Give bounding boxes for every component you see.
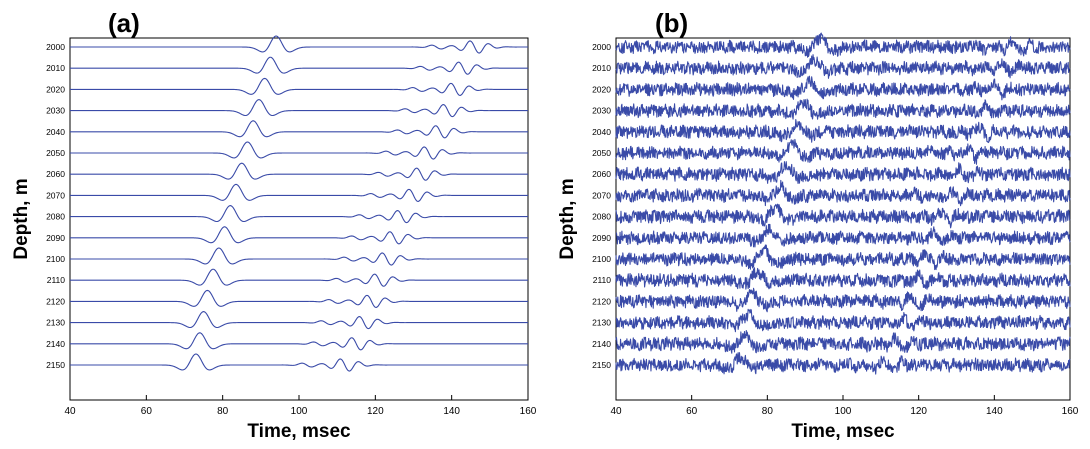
trace-2050: [615, 138, 1071, 165]
depth-label-2060: 2060: [46, 169, 65, 179]
x-tick-label-120: 120: [910, 406, 927, 417]
x-tick-label-60: 60: [141, 406, 153, 417]
depth-label-2070: 2070: [592, 190, 611, 200]
depth-label-2070: 2070: [46, 190, 65, 200]
depth-label-2050: 2050: [46, 148, 65, 158]
depth-label-2120: 2120: [592, 296, 611, 306]
panel-b-depth-labels: 2000 2010 2020 2030 2040 2050 2060 2070 2080 2090…: [592, 42, 611, 370]
trace-2100: [615, 244, 1071, 271]
trace-2010: [615, 54, 1071, 79]
trace-2060: [615, 161, 1071, 184]
trace-2090: [615, 223, 1071, 248]
x-tick-label-80: 80: [217, 406, 229, 417]
depth-label-2100: 2100: [46, 254, 65, 264]
trace-2090: [70, 226, 528, 245]
panel-a-letter: (a): [108, 8, 140, 38]
panel-b-chart: (b) 2000 2010 2020 2030 2040 2050 2060 2070 2080…: [557, 8, 1079, 442]
trace-2080: [70, 205, 528, 224]
panel-b-letter: (b): [655, 8, 688, 38]
x-tick-label-160: 160: [1062, 406, 1079, 417]
trace-2100: [70, 247, 528, 266]
trace-2040: [615, 118, 1071, 144]
depth-label-2140: 2140: [46, 339, 65, 349]
x-tick-label-120: 120: [367, 406, 384, 417]
trace-2130: [70, 311, 528, 330]
panel-a-y-axis-label: Depth, m: [11, 178, 32, 259]
trace-2140: [615, 329, 1071, 354]
panel-a-traces: [70, 35, 528, 372]
depth-label-2020: 2020: [46, 84, 65, 94]
depth-label-2130: 2130: [46, 318, 65, 328]
panel-b-traces: [615, 32, 1071, 375]
depth-label-2010: 2010: [592, 63, 611, 73]
depth-label-2000: 2000: [46, 42, 65, 52]
trace-2140: [70, 332, 528, 351]
trace-2010: [70, 56, 528, 75]
trace-2120: [615, 287, 1071, 313]
x-tick-label-100: 100: [835, 406, 852, 417]
depth-label-2040: 2040: [46, 127, 65, 137]
trace-2150: [70, 353, 528, 372]
trace-2020: [615, 75, 1071, 101]
panel-a-depth-labels: 2000 2010 2020 2030 2040 2050 2060 2070 2080 2090…: [46, 42, 65, 370]
x-tick-label-100: 100: [291, 406, 308, 417]
panel-b-x-axis-label: Time, msec: [791, 421, 895, 442]
depth-label-2030: 2030: [46, 106, 65, 116]
trace-2030: [70, 99, 528, 118]
trace-2000: [615, 32, 1071, 58]
depth-label-2090: 2090: [592, 233, 611, 243]
depth-label-2020: 2020: [592, 84, 611, 94]
trace-2030: [615, 98, 1071, 120]
panel-a-plot-frame: [69, 37, 529, 401]
trace-2050: [70, 141, 528, 160]
trace-2060: [70, 162, 528, 181]
trace-2150: [615, 352, 1071, 375]
x-tick-label-80: 80: [762, 406, 774, 417]
depth-label-2110: 2110: [593, 275, 612, 285]
x-tick-label-40: 40: [64, 406, 76, 417]
trace-2070: [615, 179, 1071, 207]
panel-b-y-axis-label: Depth, m: [557, 178, 578, 259]
depth-label-2100: 2100: [592, 254, 611, 264]
trace-2120: [70, 289, 528, 308]
depth-label-2050: 2050: [592, 148, 611, 158]
trace-2130: [615, 308, 1071, 333]
panel-a-x-axis-label: Time, msec: [247, 421, 351, 442]
depth-label-2000: 2000: [592, 42, 611, 52]
depth-label-2110: 2110: [47, 275, 66, 285]
trace-2040: [70, 120, 528, 139]
panel-a-chart: (a) 2000 2010 2020 2030 2040 2050 2060 2070 2080…: [11, 8, 537, 442]
x-tick-label-140: 140: [986, 406, 1003, 417]
depth-label-2150: 2150: [592, 360, 611, 370]
depth-label-2080: 2080: [592, 212, 611, 222]
trace-2110: [615, 267, 1071, 290]
depth-label-2040: 2040: [592, 127, 611, 137]
trace-2000: [70, 35, 528, 54]
depth-label-2010: 2010: [46, 63, 65, 73]
depth-label-2060: 2060: [592, 169, 611, 179]
panel-a-x-ticks: 40 60 80 100 120 140 160: [64, 395, 537, 417]
x-tick-label-40: 40: [610, 406, 622, 417]
depth-label-2090: 2090: [46, 233, 65, 243]
depth-label-2080: 2080: [46, 212, 65, 222]
depth-label-2120: 2120: [46, 296, 65, 306]
depth-label-2150: 2150: [46, 360, 65, 370]
x-tick-label-160: 160: [520, 406, 537, 417]
depth-label-2030: 2030: [592, 106, 611, 116]
trace-2110: [70, 268, 528, 287]
trace-2070: [70, 183, 528, 202]
x-tick-label-60: 60: [686, 406, 698, 417]
depth-label-2130: 2130: [592, 318, 611, 328]
depth-label-2140: 2140: [592, 339, 611, 349]
trace-2020: [70, 77, 528, 96]
trace-2080: [615, 203, 1071, 229]
panel-b-x-ticks: 40 60 80 100 120 140 160: [610, 395, 1079, 417]
x-tick-label-140: 140: [443, 406, 460, 417]
